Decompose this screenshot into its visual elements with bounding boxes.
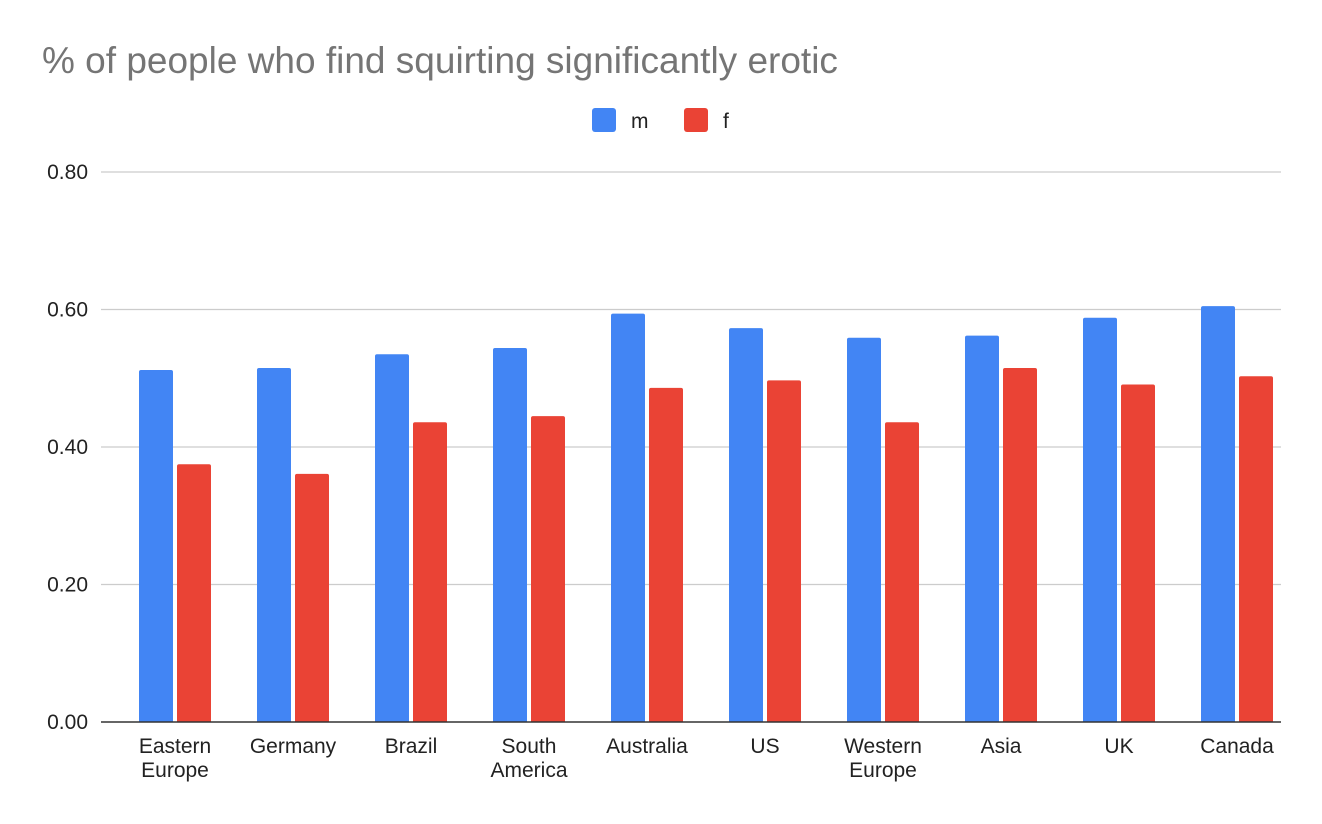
y-tick-label: 0.00 [47, 711, 88, 734]
x-tick-label-line: Brazil [385, 735, 438, 758]
y-axis: 0.00 0.20 0.40 0.60 0.80 [47, 161, 88, 734]
y-tick-label: 0.80 [47, 161, 88, 184]
legend-swatch-m [592, 108, 616, 132]
legend-label-m: m [631, 110, 649, 133]
x-tick-label-line: Western [844, 735, 922, 758]
y-tick-label: 0.60 [47, 299, 88, 322]
bar-m-8 [1083, 317, 1117, 722]
bar-m-0 [139, 370, 173, 722]
x-tick-label-line: Asia [981, 735, 1022, 758]
x-tick-label: Western Europe [844, 735, 922, 782]
bar-m-4 [611, 313, 645, 722]
bar-m-5 [729, 328, 763, 722]
bar-m-2 [375, 354, 409, 722]
x-tick-label-line: America [490, 759, 567, 782]
x-tick-label-line: Eastern [139, 735, 211, 758]
x-tick-label-line: Europe [849, 759, 917, 782]
legend-label-f: f [723, 110, 729, 133]
chart-title: % of people who find squirting significa… [42, 40, 838, 81]
x-tick-label-line: Germany [250, 735, 337, 758]
bar-m-1 [257, 367, 291, 722]
bar-m-7 [965, 335, 999, 722]
bar-f-9 [1239, 376, 1273, 722]
bar-f-3 [531, 416, 565, 722]
bar-f-4 [649, 387, 683, 722]
bar-f-7 [1003, 367, 1037, 722]
x-tick-label-line: Europe [141, 759, 209, 782]
x-tick-label: Brazil [385, 735, 438, 758]
x-tick-label-line: Canada [1200, 735, 1274, 758]
y-tick-label: 0.20 [47, 574, 88, 597]
bar-m-9 [1201, 306, 1235, 722]
legend-swatch-f [684, 108, 708, 132]
x-tick-label: UK [1104, 735, 1133, 758]
bar-f-0 [177, 464, 211, 722]
x-tick-label-line: US [750, 735, 779, 758]
bar-f-6 [885, 422, 919, 722]
x-tick-label: Asia [981, 735, 1022, 758]
x-tick-label-line: South [502, 735, 557, 758]
bars [139, 306, 1273, 722]
x-tick-label: Eastern Europe [139, 735, 211, 782]
y-tick-label: 0.40 [47, 436, 88, 459]
bar-m-3 [493, 348, 527, 722]
bar-f-8 [1121, 384, 1155, 722]
x-tick-label: Australia [606, 735, 688, 758]
x-tick-label-line: Australia [606, 735, 688, 758]
bar-f-5 [767, 380, 801, 722]
bar-m-6 [847, 337, 881, 722]
bar-f-2 [413, 422, 447, 722]
x-tick-label: US [750, 735, 779, 758]
x-tick-label: Canada [1200, 735, 1274, 758]
x-tick-label: South America [490, 735, 567, 782]
x-tick-label: Germany [250, 735, 337, 758]
bar-f-1 [295, 473, 329, 722]
x-tick-label-line: UK [1104, 735, 1133, 758]
